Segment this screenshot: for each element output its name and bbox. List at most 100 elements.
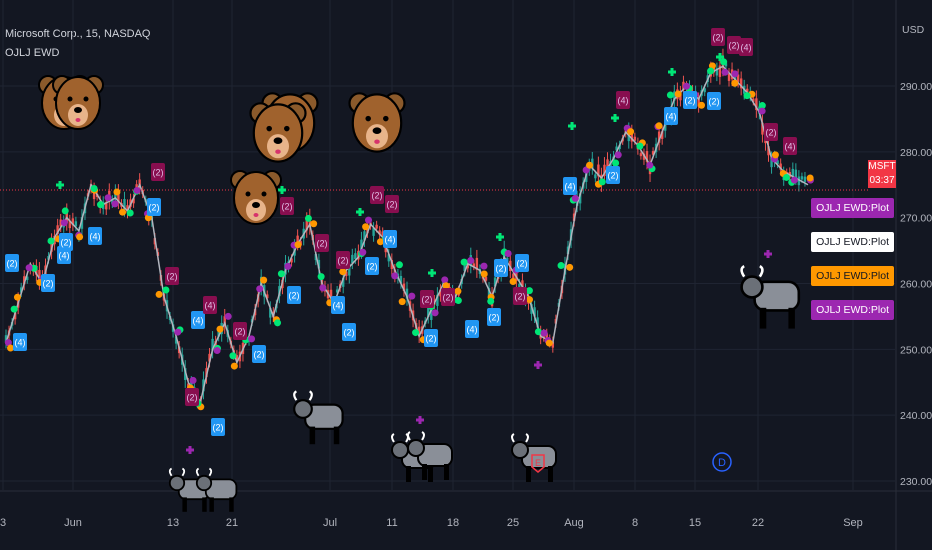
bull-part	[740, 265, 764, 278]
candle-body	[430, 308, 433, 320]
plot-dot	[319, 284, 327, 292]
plot-dot	[304, 214, 312, 222]
candle-body	[13, 312, 17, 320]
wave-label-bg	[383, 230, 397, 248]
wave-label-bull: (2)	[211, 418, 225, 436]
legend-tag-label: OJLJ EWD:Plot	[816, 236, 889, 248]
plot-dot	[614, 151, 622, 159]
bear-part	[374, 139, 380, 144]
bull-part	[391, 441, 409, 459]
wave-label-bg	[252, 345, 266, 363]
bear-part	[267, 134, 289, 159]
wave-label-bg	[211, 418, 225, 436]
bull-part	[195, 467, 213, 477]
bull-part	[759, 307, 767, 329]
wave-label-bg	[165, 267, 179, 285]
wave-label-bull: (2)	[707, 92, 721, 110]
plot-cross	[716, 53, 724, 61]
bull-part	[526, 466, 531, 482]
wave-label-bull: (4)	[383, 230, 397, 248]
wave-label-bear: (2)	[513, 287, 527, 305]
plot-dot	[412, 329, 420, 337]
candle-body	[378, 230, 381, 235]
candle-body	[329, 289, 333, 299]
plot-dot	[721, 68, 729, 76]
bull-part	[422, 464, 427, 480]
bear-part	[366, 124, 388, 149]
wave-label-bull: (4)	[191, 311, 205, 329]
bull-part	[407, 431, 425, 441]
plot-dot	[104, 194, 112, 202]
plot-dot	[525, 287, 533, 295]
wave-line	[5, 65, 809, 404]
wave-label-text: (4)	[785, 142, 796, 152]
candle-body	[660, 131, 664, 139]
plot-dot	[698, 101, 706, 109]
wave-label-bear: (2)	[185, 388, 199, 406]
wave-label-bull: (2)	[252, 345, 266, 363]
plot-dot	[442, 282, 450, 290]
bear-icon	[230, 170, 282, 225]
plot-dot	[213, 346, 221, 354]
bull-icon	[293, 390, 344, 445]
bull-part	[444, 464, 449, 480]
wave-label-bear: (2)	[336, 251, 350, 269]
plot-dot	[10, 305, 18, 313]
wave-label-bull: (4)	[465, 320, 479, 338]
legend-tag-2: OJLJ EWD:Plot	[811, 232, 894, 252]
candle-body	[202, 379, 205, 392]
chart-title[interactable]: Microsoft Corp., 15, NASDAQ	[5, 28, 151, 40]
candle-body	[71, 218, 75, 226]
earnings-marker[interactable]	[531, 454, 545, 473]
wave-label-text: (2)	[367, 262, 378, 272]
wave-label-bg	[147, 198, 161, 216]
plot-dot	[97, 201, 105, 209]
plot-dot	[362, 223, 370, 231]
candle-body	[770, 158, 773, 168]
plot-dot	[566, 263, 574, 271]
wave-label-text: (4)	[90, 232, 101, 242]
wave-label-bear: (2)	[165, 267, 179, 285]
wave-label-bull: (4)	[664, 107, 678, 125]
wave-label-bg	[203, 296, 217, 314]
plot-dot	[646, 161, 654, 169]
plot-dot	[598, 178, 606, 186]
plot-dot	[230, 362, 238, 370]
bear-part	[67, 96, 73, 102]
plot-dot	[454, 297, 462, 305]
wave-label-bg	[342, 323, 356, 341]
wave-label-bg	[424, 329, 438, 347]
plot-dot	[229, 352, 237, 360]
candle-body	[375, 224, 378, 229]
wave-label-bg	[331, 296, 345, 314]
bull-icon	[511, 433, 557, 482]
plot-dot	[4, 339, 12, 347]
plot-dot	[655, 122, 663, 130]
candle-body	[390, 259, 394, 270]
plot-dot	[540, 329, 548, 337]
bear-part	[253, 213, 259, 217]
wave-label-text: (4)	[15, 338, 26, 348]
plot-dot	[113, 188, 121, 196]
wave-label-bg	[515, 254, 529, 272]
plot-dot	[460, 258, 468, 266]
bear-part	[275, 149, 281, 154]
bull-part	[293, 399, 313, 419]
bear-part	[233, 171, 279, 225]
bull-part	[406, 466, 411, 482]
candle-body	[372, 228, 375, 236]
plot-dot	[339, 268, 347, 276]
time-tick-label: Jul	[323, 517, 337, 529]
bear-part	[252, 103, 304, 163]
candle-body	[736, 74, 740, 82]
wave-label-bull: (2)	[487, 308, 501, 326]
dividend-marker[interactable]	[712, 452, 732, 472]
candle-body	[466, 264, 469, 269]
plot-dot	[707, 67, 715, 75]
bear-part	[68, 104, 88, 126]
wave-label-bull: (2)	[515, 254, 529, 272]
wave-label-text: (4)	[741, 43, 752, 53]
wave-label-text: (2)	[149, 203, 160, 213]
indicator-name[interactable]: OJLJ EWD	[5, 47, 60, 59]
